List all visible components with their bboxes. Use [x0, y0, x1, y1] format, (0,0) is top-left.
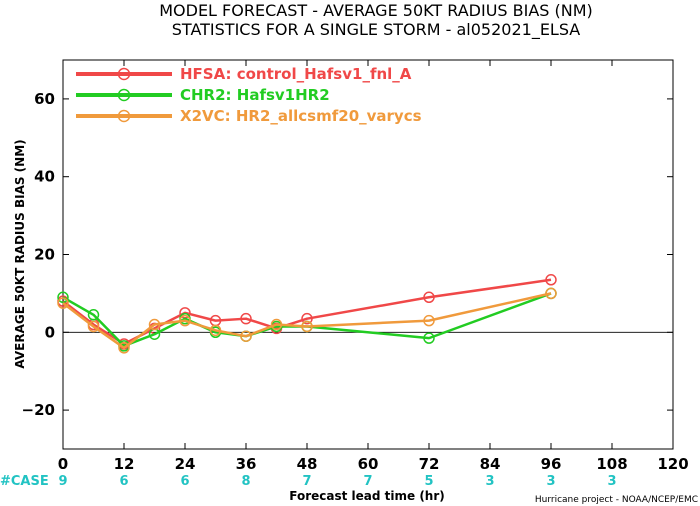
case-count: 7 [363, 474, 372, 489]
x-tick-label: 72 [419, 455, 440, 473]
x-tick-label: 12 [114, 455, 135, 473]
series-point-1 [87, 309, 100, 321]
legend-marker [117, 67, 131, 81]
x-tick-label: 0 [58, 455, 68, 473]
series-line-1 [62, 292, 552, 348]
series-point-1 [57, 291, 69, 304]
chart-title-line1: MODEL FORECAST - AVERAGE 50KT RADIUS BIA… [159, 1, 593, 20]
case-count: 3 [485, 474, 494, 489]
legend-marker [117, 88, 131, 102]
series-point-2 [270, 318, 283, 331]
series-point-2 [87, 320, 100, 333]
series-line-2 [62, 292, 552, 350]
x-axis-label: Forecast lead time (hr) [289, 489, 445, 503]
series-point-2 [57, 297, 69, 309]
series-point-2 [301, 320, 313, 333]
case-count: 9 [58, 474, 67, 489]
legend-marker [117, 109, 131, 123]
y-axis-label: AVERAGE 50KT RADIUS BIAS (NM) [13, 139, 27, 368]
series-point-2 [423, 314, 435, 327]
credit-text: Hurricane project - NOAA/NCEP/EMC [535, 495, 698, 505]
case-count: 5 [424, 474, 433, 489]
case-label: #CASE [0, 474, 49, 489]
series-line-0 [62, 278, 552, 346]
case-count: 3 [607, 474, 616, 489]
y-tick-label: 40 [34, 168, 55, 186]
y-tick-label: 20 [34, 246, 55, 264]
x-tick-label: 84 [480, 455, 501, 473]
case-count: 6 [119, 474, 128, 489]
legend-label: HFSA: control_Hafsv1_fnl_A [180, 65, 412, 83]
series-point-0 [545, 274, 557, 286]
series-point-2 [148, 318, 161, 331]
series-point-1 [423, 332, 435, 344]
y-tick-label: 60 [34, 90, 55, 108]
series-point-2 [118, 342, 130, 354]
series-point-0 [240, 312, 252, 325]
legend-label: CHR2: Hafsv1HR2 [180, 86, 330, 104]
y-tick-label: −20 [22, 401, 55, 419]
case-count: 3 [546, 474, 555, 489]
y-tick-label: 0 [45, 323, 55, 341]
series-point-0 [423, 291, 435, 304]
x-tick-label: 48 [297, 455, 318, 473]
series-point-0 [301, 312, 313, 325]
x-tick-label: 60 [358, 455, 379, 473]
series-point-2 [240, 330, 252, 342]
legend-label: X2VC: HR2_allcsmf20_varycs [180, 107, 422, 125]
chart-title-line2: STATISTICS FOR A SINGLE STORM - al052021… [172, 20, 581, 40]
series-point-2 [545, 287, 557, 300]
x-tick-label: 120 [657, 455, 688, 473]
x-tick-label: 96 [541, 455, 562, 473]
case-count: 6 [180, 474, 189, 489]
x-tick-label: 24 [175, 455, 196, 473]
x-tick-label: 36 [236, 455, 257, 473]
series-point-2 [209, 324, 222, 337]
series-point-2 [179, 314, 191, 327]
x-tick-label: 108 [596, 455, 627, 473]
case-count: 8 [241, 474, 250, 489]
case-count: 7 [302, 474, 311, 489]
